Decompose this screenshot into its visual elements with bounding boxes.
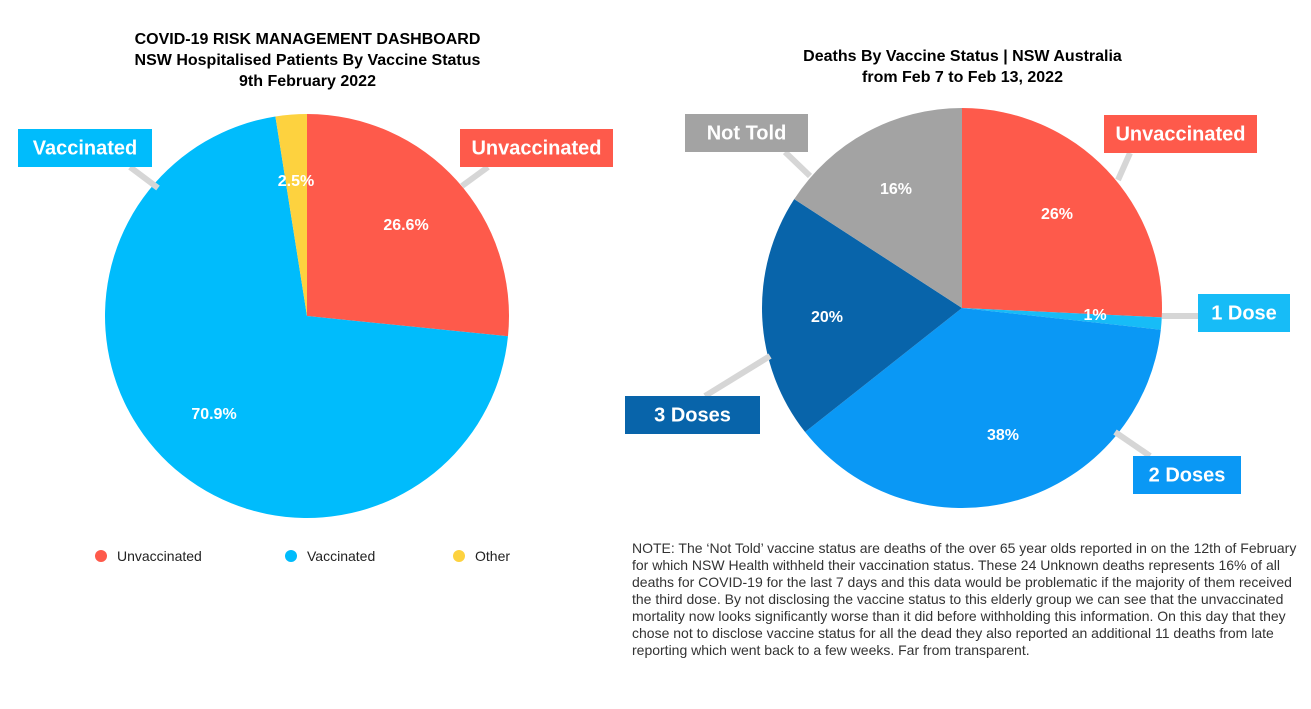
pie-slice-1-dose[interactable] bbox=[962, 308, 1162, 330]
note-paragraph: NOTE: The ‘Not Told’ vaccine status are … bbox=[632, 540, 1297, 658]
chart1-title-block: COVID-19 RISK MANAGEMENT DASHBOARD NSW H… bbox=[60, 29, 555, 92]
callout-box-3-doses bbox=[625, 396, 760, 434]
callout-leader-vaccinated bbox=[128, 164, 160, 191]
slice-value-label-unvaccinated: 26.6% bbox=[383, 217, 428, 234]
callout-label-unvaccinated: Unvaccinated bbox=[471, 137, 601, 159]
pie-slice-vaccinated[interactable] bbox=[104, 116, 508, 519]
callout-leader-3-doses bbox=[703, 353, 772, 399]
slice-value-label-2-doses: 38% bbox=[987, 427, 1019, 444]
chart1-subtitle: NSW Hospitalised Patients By Vaccine Sta… bbox=[134, 52, 481, 69]
slice-value-label-3-doses: 20% bbox=[811, 309, 843, 326]
legend-label-vaccinated: Vaccinated bbox=[307, 548, 376, 564]
legend-item-other[interactable]: Other bbox=[453, 548, 510, 564]
chart1-date: 9th February 2022 bbox=[239, 73, 376, 90]
slice-value-label-not-told: 16% bbox=[880, 181, 912, 198]
slice-value-label-other: 2.5% bbox=[278, 173, 314, 190]
callout-label-2-doses: 2 Doses bbox=[1149, 464, 1226, 486]
legend-item-vaccinated[interactable]: Vaccinated bbox=[285, 548, 375, 564]
legend-label-unvaccinated: Unvaccinated bbox=[117, 548, 202, 564]
slice-value-label-vaccinated: 70.9% bbox=[191, 406, 236, 423]
callout-box-unvaccinated bbox=[1104, 115, 1257, 153]
callout-label-1-dose: 1 Dose bbox=[1211, 302, 1277, 324]
hospitalised-pie-chart: 26.6% 70.9% 2.5% Vaccinated Unvaccinated bbox=[18, 114, 613, 519]
pie-slice-3-doses[interactable] bbox=[762, 199, 962, 433]
pie-slice-unvaccinated[interactable] bbox=[962, 108, 1162, 318]
chart2-subtitle: from Feb 7 to Feb 13, 2022 bbox=[862, 69, 1063, 86]
legend-item-unvaccinated[interactable]: Unvaccinated bbox=[95, 548, 202, 564]
pie-slice-unvaccinated[interactable] bbox=[307, 114, 510, 337]
callout-leader-not-told bbox=[782, 149, 813, 179]
legend-label-other: Other bbox=[475, 548, 511, 564]
callout-label-3-doses: 3 Doses bbox=[654, 404, 731, 426]
chart2-title: Deaths By Vaccine Status | NSW Australia bbox=[803, 48, 1122, 65]
slice-value-label-1-dose: 1% bbox=[1083, 307, 1106, 324]
callout-label-vaccinated: Vaccinated bbox=[33, 137, 138, 159]
callout-leader-unvaccinated bbox=[460, 164, 490, 189]
callout-leader-unvaccinated bbox=[1115, 151, 1133, 182]
callout-box-vaccinated bbox=[18, 129, 152, 167]
callout-box-unvaccinated bbox=[460, 129, 613, 167]
chart1-legend: Unvaccinated Vaccinated Other bbox=[95, 548, 535, 568]
callout-label-not-told: Not Told bbox=[707, 122, 787, 144]
slice-value-label-unvaccinated: 26% bbox=[1041, 206, 1073, 223]
callout-box-1-dose bbox=[1198, 294, 1290, 332]
legend-dot-vaccinated bbox=[285, 550, 297, 562]
pie-slice-not-told[interactable] bbox=[794, 107, 962, 308]
legend-dot-other bbox=[453, 550, 465, 562]
callout-box-not-told bbox=[685, 114, 808, 152]
pie-slice-2-doses[interactable] bbox=[805, 308, 1161, 508]
chart2-title-block: Deaths By Vaccine Status | NSW Australia… bbox=[720, 46, 1205, 88]
callout-box-2-doses bbox=[1133, 456, 1241, 494]
chart1-title: COVID-19 RISK MANAGEMENT DASHBOARD bbox=[134, 31, 481, 48]
deaths-pie-chart: 26% 1% 38% 20% 16% Not Told Unvaccinated 1 Dose… bbox=[625, 107, 1290, 508]
callout-leader-2-doses bbox=[1113, 429, 1152, 459]
callout-label-unvaccinated: Unvaccinated bbox=[1115, 123, 1245, 145]
pie-slice-other[interactable] bbox=[275, 114, 307, 316]
legend-dot-unvaccinated bbox=[95, 550, 107, 562]
